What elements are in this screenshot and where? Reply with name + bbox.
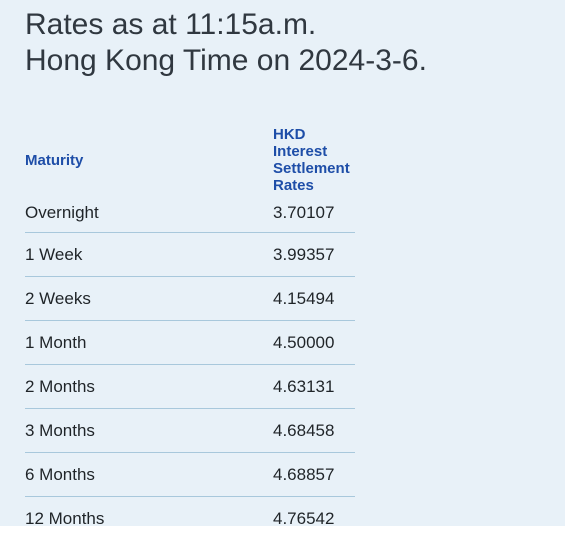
maturity-cell: 3 Months: [25, 409, 273, 453]
rate-cell: 3.70107: [273, 194, 355, 233]
column-header-rate: HKD Interest Settlement Rates: [273, 126, 355, 194]
table-row: 2 Weeks 4.15494: [25, 277, 355, 321]
maturity-cell: 1 Week: [25, 233, 273, 277]
rates-table: Maturity HKD Interest Settlement Rates O…: [25, 126, 355, 540]
rate-cell: 3.99357: [273, 233, 355, 277]
table-row: 2 Months 4.63131: [25, 365, 355, 409]
table-row: 1 Week 3.99357: [25, 233, 355, 277]
maturity-cell: Overnight: [25, 194, 273, 233]
table-row: 1 Month 4.50000: [25, 321, 355, 365]
rate-cell: 4.76542: [273, 497, 355, 540]
column-header-maturity: Maturity: [25, 126, 273, 194]
rate-cell: 4.68458: [273, 409, 355, 453]
table-row: 6 Months 4.68857: [25, 453, 355, 497]
page-title: Rates as at 11:15a.m. Hong Kong Time on …: [25, 7, 427, 79]
rate-cell: 4.63131: [273, 365, 355, 409]
title-line-date: Hong Kong Time on 2024-3-6.: [25, 43, 427, 79]
table-header-row: Maturity HKD Interest Settlement Rates: [25, 126, 355, 194]
table-row: 12 Months 4.76542: [25, 497, 355, 540]
maturity-cell: 6 Months: [25, 453, 273, 497]
maturity-cell: 2 Months: [25, 365, 273, 409]
maturity-cell: 1 Month: [25, 321, 273, 365]
rate-cell: 4.68857: [273, 453, 355, 497]
table-row: Overnight 3.70107: [25, 194, 355, 233]
maturity-cell: 12 Months: [25, 497, 273, 540]
rate-cell: 4.15494: [273, 277, 355, 321]
table-row: 3 Months 4.68458: [25, 409, 355, 453]
maturity-cell: 2 Weeks: [25, 277, 273, 321]
title-line-time: Rates as at 11:15a.m.: [25, 7, 427, 43]
rate-cell: 4.50000: [273, 321, 355, 365]
